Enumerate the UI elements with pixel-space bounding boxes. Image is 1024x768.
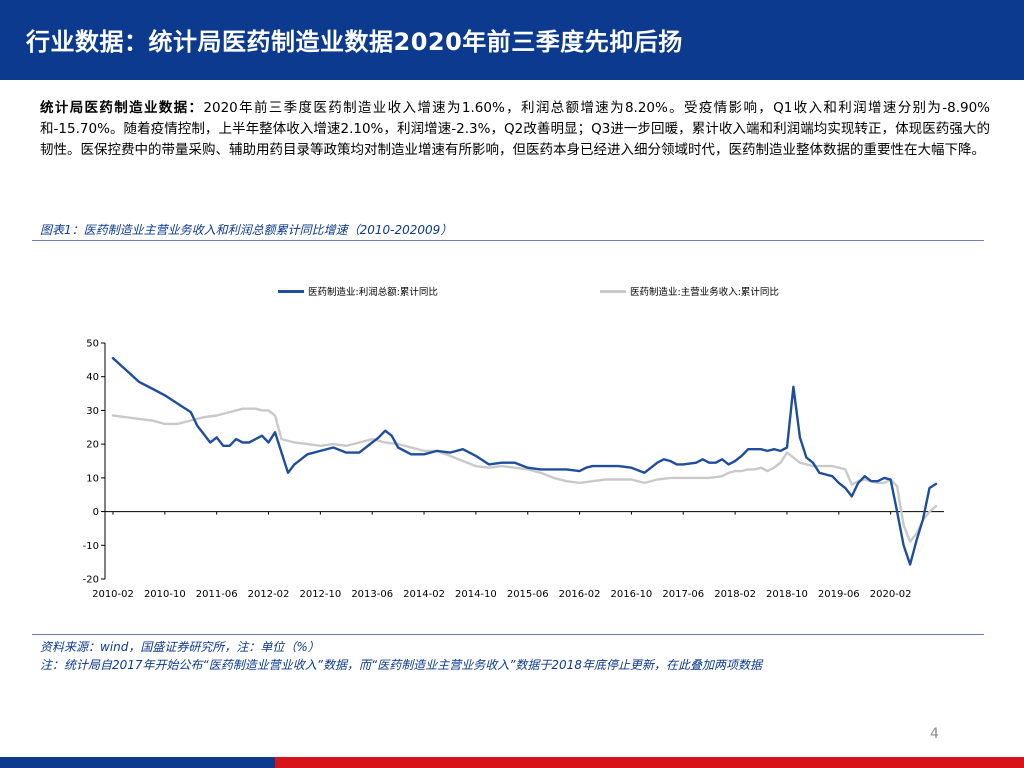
x-tick-label: 2012-02 bbox=[248, 589, 290, 600]
x-tick-label: 2018-10 bbox=[766, 589, 808, 600]
x-tick-label: 2013-06 bbox=[351, 589, 393, 600]
x-tick-label: 2020-02 bbox=[870, 589, 912, 600]
x-tick-label: 2010-02 bbox=[92, 589, 134, 600]
x-tick-label: 2017-06 bbox=[662, 589, 704, 600]
legend-item-profit: 医药制造业:利润总额:累计同比 bbox=[278, 284, 438, 298]
x-tick-label: 2012-10 bbox=[299, 589, 341, 600]
footer-bar-red bbox=[275, 757, 1024, 768]
summary-body: 2020年前三季度医药制造业收入增速为1.60%，利润总额增速为8.20%。受疫… bbox=[40, 100, 991, 158]
summary-lead: 统计局医药制造业数据： bbox=[40, 100, 204, 116]
series-line-revenue bbox=[111, 407, 938, 543]
y-tick-label: 40 bbox=[86, 372, 99, 383]
page-title: 行业数据：统计局医药制造业数据2020年前三季度先抑后扬 bbox=[26, 28, 683, 56]
y-tick-label: 10 bbox=[86, 473, 99, 484]
x-tick-label: 2018-02 bbox=[714, 589, 756, 600]
x-tick-label: 2014-02 bbox=[403, 589, 445, 600]
figure-caption: 图表1：医药制造业主营业务收入和利润总额累计同比增速（2010-202009） bbox=[40, 223, 453, 237]
source-line: 资料来源：wind，国盛证券研究所，注：单位（%） bbox=[40, 640, 320, 654]
legend-label-profit: 医药制造业:利润总额:累计同比 bbox=[308, 287, 438, 298]
source-notes: 资料来源：wind，国盛证券研究所，注：单位（%） 注：统计局自2017年开始公… bbox=[40, 638, 762, 674]
x-tick-label: 2019-06 bbox=[818, 589, 860, 600]
page-number: 4 bbox=[930, 726, 939, 742]
source-divider bbox=[32, 634, 984, 635]
summary-paragraph: 统计局医药制造业数据：2020年前三季度医药制造业收入增速为1.60%，利润总额… bbox=[40, 98, 990, 161]
x-tick-label: 2010-10 bbox=[144, 589, 186, 600]
y-tick-label: 30 bbox=[86, 406, 99, 417]
legend-swatch-profit bbox=[278, 289, 304, 293]
y-tick-label: 20 bbox=[86, 440, 99, 451]
y-tick-label: 50 bbox=[86, 339, 99, 350]
legend-label-revenue: 医药制造业:主营业务收入:累计同比 bbox=[630, 287, 779, 298]
legend-item-revenue: 医药制造业:主营业务收入:累计同比 bbox=[600, 284, 779, 298]
y-tick-label: 0 bbox=[93, 507, 99, 518]
x-tick-label: 2011-06 bbox=[196, 589, 238, 600]
footer-bar-blue bbox=[0, 757, 275, 768]
note-line: 注：统计局自2017年开始公布“医药制造业营业收入”数据，而“医药制造业主营业务… bbox=[40, 658, 762, 672]
x-tick-label: 2016-02 bbox=[559, 589, 601, 600]
series-line-profit bbox=[111, 357, 938, 566]
y-tick-label: -10 bbox=[83, 541, 99, 552]
legend-swatch-revenue bbox=[600, 289, 626, 293]
title-bar: 行业数据：统计局医药制造业数据2020年前三季度先抑后扬 bbox=[0, 0, 1024, 80]
x-tick-label: 2015-06 bbox=[507, 589, 549, 600]
y-tick-label: -20 bbox=[83, 575, 99, 586]
caption-divider bbox=[32, 240, 984, 241]
x-tick-label: 2014-10 bbox=[455, 589, 497, 600]
x-tick-label: 2016-10 bbox=[611, 589, 653, 600]
